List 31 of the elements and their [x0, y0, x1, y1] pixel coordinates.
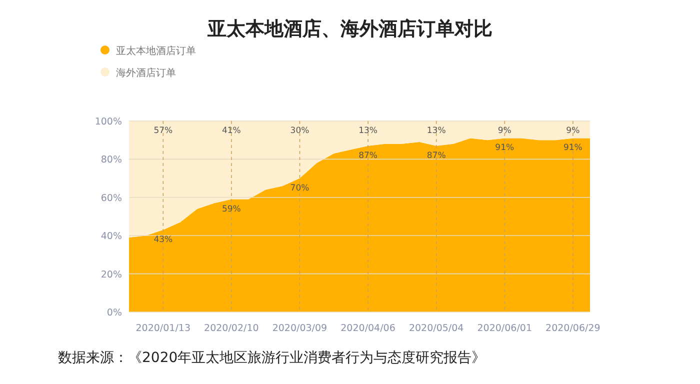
data-label: 57%	[154, 126, 173, 136]
data-label: 9%	[498, 126, 512, 136]
y-tick-label: 40%	[100, 231, 122, 242]
y-tick-label: 20%	[100, 269, 122, 280]
data-label: 43%	[154, 234, 173, 245]
x-tick-label: 2020/02/10	[204, 323, 259, 334]
y-tick-label: 60%	[100, 192, 122, 204]
data-label: 9%	[566, 126, 580, 136]
data-label: 87%	[358, 150, 378, 161]
data-label: 41%	[222, 126, 241, 136]
data-label: 91%	[495, 143, 514, 154]
data-label: 13%	[426, 126, 446, 136]
x-tick-label: 2020/04/06	[340, 323, 396, 334]
legend-label: 海外酒店订单	[116, 67, 176, 79]
chart-title: 亚太本地酒店、海外酒店订单对比	[206, 18, 492, 40]
data-label: 59%	[222, 204, 241, 214]
y-tick-label: 0%	[106, 308, 122, 318]
data-label: 30%	[290, 126, 310, 136]
legend-label: 亚太本地酒店订单	[116, 45, 196, 57]
x-tick-label: 2020/06/01	[477, 323, 532, 334]
data-label: 13%	[358, 126, 378, 136]
x-tick-label: 2020/06/29	[546, 323, 600, 334]
x-tick-label: 2020/03/09	[272, 323, 328, 334]
source-note: 数据来源：《2020年亚太地区旅游行业消费者行为与态度研究报告》	[58, 350, 486, 366]
y-tick-label: 100%	[94, 116, 122, 128]
y-tick-label: 80%	[100, 154, 122, 166]
data-label: 70%	[290, 183, 310, 194]
x-tick-label: 2020/01/13	[136, 323, 191, 334]
data-label: 91%	[563, 143, 582, 154]
x-tick-label: 2020/05/04	[408, 323, 464, 334]
data-label: 87%	[426, 150, 446, 161]
